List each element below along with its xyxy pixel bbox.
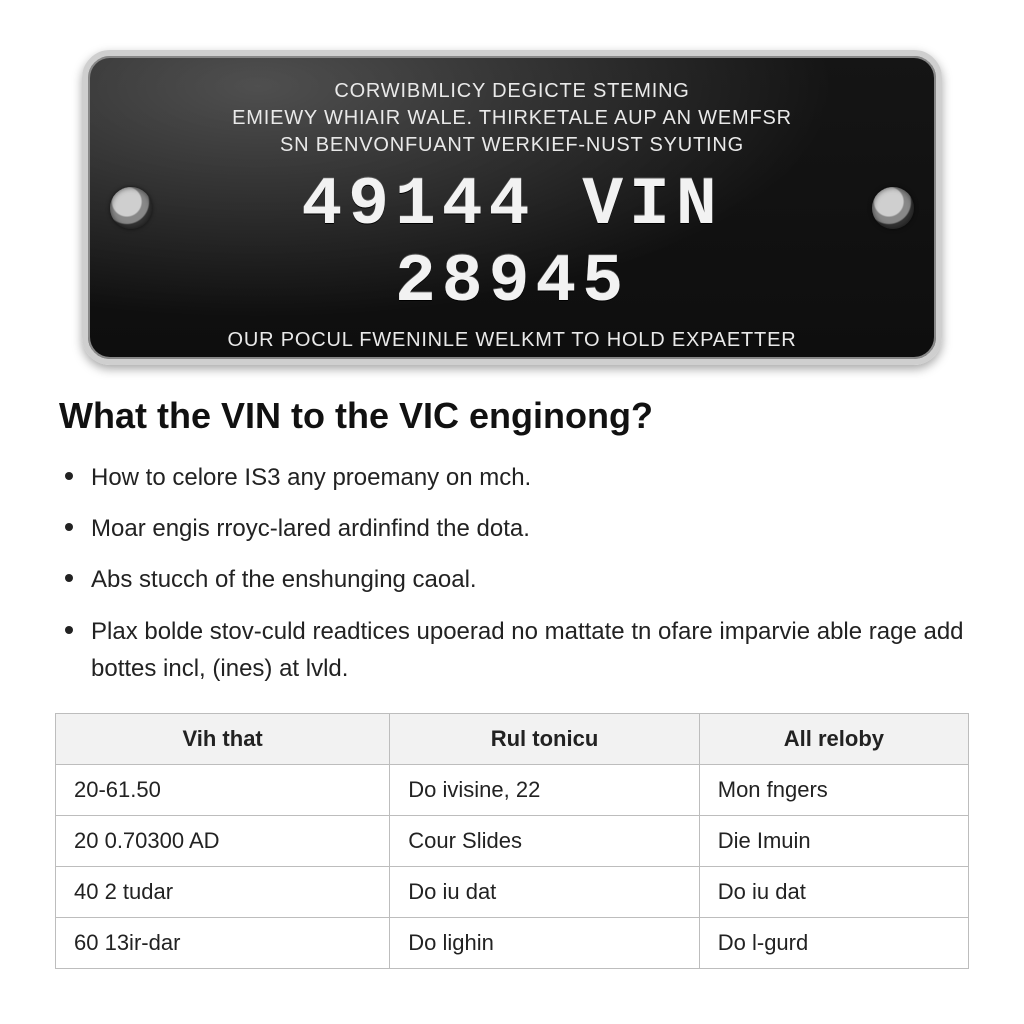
table-cell: 20-61.50 xyxy=(56,764,390,815)
plate-line-4: OUR POCUL FWENINLE WELKMT TO HOLD EXPAET… xyxy=(168,327,856,354)
table-cell: Cour Slides xyxy=(390,815,700,866)
bullet-item: Abs stucch of the enshunging caoal. xyxy=(63,561,969,598)
table-row: 60 13ir-dar Do lighin Do l-gurd xyxy=(56,917,969,968)
table-header-cell: Vih that xyxy=(56,713,390,764)
table-cell: Do iu dat xyxy=(390,866,700,917)
plate-line-3: SN BENVONFUANT WERKIEF-NUST SYUTING xyxy=(168,132,856,159)
table-row: 40 2 tudar Do iu dat Do iu dat xyxy=(56,866,969,917)
bullet-list: How to celore IS3 any proemany on mch. M… xyxy=(63,459,969,687)
table-row: 20-61.50 Do ivisine, 22 Mon fngers xyxy=(56,764,969,815)
bullet-item: Plax bolde stov-culd readtices upoerad n… xyxy=(63,613,969,687)
table-cell: 20 0.70300 AD xyxy=(56,815,390,866)
section-heading: What the VIN to the VIC enginong? xyxy=(59,395,969,437)
table-cell: 40 2 tudar xyxy=(56,866,390,917)
vin-plate: CORWIBMLICY DEGICTE STEMING EMIEWY WHIAI… xyxy=(82,50,942,365)
plate-line-2: EMIEWY WHIAIR WALE. THIRKETALE AUP AN WE… xyxy=(168,105,856,132)
table-header-cell: Rul tonicu xyxy=(390,713,700,764)
table-row: 20 0.70300 AD Cour Slides Die Imuin xyxy=(56,815,969,866)
table-header-cell: All reloby xyxy=(699,713,968,764)
table-cell: Do lighin xyxy=(390,917,700,968)
table-cell: 60 13ir-dar xyxy=(56,917,390,968)
plate-vin-number: 49144 VIN 28945 xyxy=(168,167,856,321)
plate-line-5: ANIZ VAIL BAYORESGE CHRIANGER CREFIN CID… xyxy=(168,354,856,365)
plate-line-1: CORWIBMLICY DEGICTE STEMING xyxy=(168,78,856,105)
table-cell: Die Imuin xyxy=(699,815,968,866)
data-table: Vih that Rul tonicu All reloby 20-61.50 … xyxy=(55,713,969,969)
table-cell: Do l-gurd xyxy=(699,917,968,968)
bullet-item: Moar engis rroyc-lared ardinfind the dot… xyxy=(63,510,969,547)
table-cell: Do ivisine, 22 xyxy=(390,764,700,815)
table-cell: Do iu dat xyxy=(699,866,968,917)
table-header-row: Vih that Rul tonicu All reloby xyxy=(56,713,969,764)
table-cell: Mon fngers xyxy=(699,764,968,815)
vin-plate-body: CORWIBMLICY DEGICTE STEMING EMIEWY WHIAI… xyxy=(82,50,942,365)
bullet-item: How to celore IS3 any proemany on mch. xyxy=(63,459,969,496)
